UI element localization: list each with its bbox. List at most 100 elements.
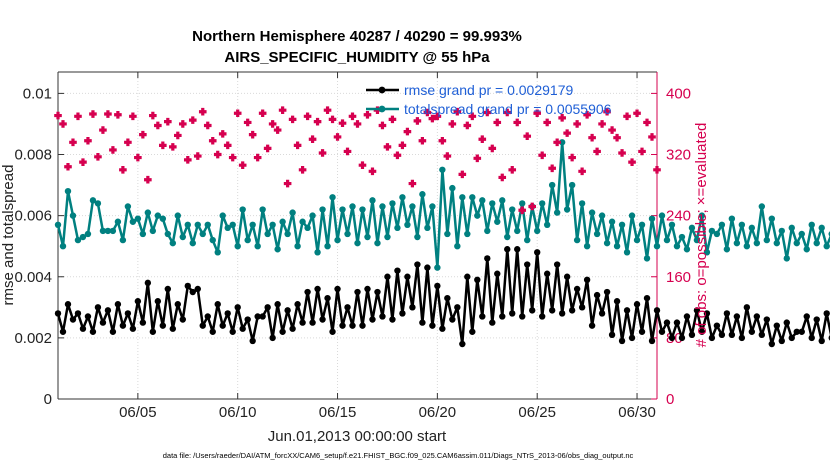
obs-evaluated-point	[598, 120, 606, 128]
obs-evaluated-point	[303, 112, 312, 121]
rmse-point	[613, 298, 621, 305]
totalspread-point	[429, 203, 436, 210]
totalspread-point	[124, 203, 132, 210]
totalspread-point	[728, 215, 736, 222]
totalspread-point	[174, 212, 181, 219]
rmse-point	[623, 307, 631, 314]
rmse-point	[783, 319, 790, 326]
rmse-point	[728, 331, 736, 339]
totalspread-point	[314, 249, 321, 256]
obs-evaluated-point	[468, 112, 477, 121]
totalspread-point	[89, 197, 97, 204]
totalspread-point	[803, 246, 810, 253]
totalspread-point	[573, 236, 581, 244]
obs-evaluated-point	[124, 138, 132, 147]
rmse-point	[59, 328, 67, 335]
totalspread-point	[159, 215, 167, 222]
x-tick-label: 06/20	[419, 404, 457, 421]
rmse-point	[663, 319, 671, 326]
totalspread-point	[613, 242, 621, 250]
obs-evaluated-point	[69, 138, 77, 147]
rmse-point	[294, 301, 301, 308]
rmse-point	[309, 319, 316, 326]
rmse-point	[563, 273, 571, 280]
totalspread-point	[209, 236, 216, 244]
obs-evaluated-point	[218, 130, 227, 138]
totalspread-point	[334, 236, 341, 244]
y-tick-label-right: 240	[666, 208, 691, 225]
rmse-point	[538, 313, 546, 320]
obs-evaluated-point	[223, 141, 232, 150]
legend-marker-totalspread	[378, 105, 386, 113]
totalspread-point	[738, 221, 746, 229]
rmse-point	[793, 328, 800, 335]
rmse-point	[743, 304, 751, 311]
rmse-point	[244, 316, 251, 323]
obs-evaluated-point	[144, 175, 152, 184]
totalspread-point	[179, 233, 186, 241]
totalspread-point	[743, 242, 751, 250]
rmse-point	[84, 313, 92, 320]
rmse-point	[354, 288, 361, 296]
obs-evaluated-point	[513, 118, 522, 127]
totalspread-point	[643, 255, 651, 262]
obs-evaluated-point	[119, 165, 127, 174]
totalspread-point	[758, 203, 766, 210]
obs-evaluated-point	[473, 154, 482, 163]
obs-evaluated-point	[483, 108, 492, 117]
totalspread-point	[109, 227, 117, 235]
totalspread-point	[74, 236, 82, 244]
legend-label-totalspread: totalspread grand pr = 0.0055906	[404, 101, 612, 117]
totalspread-point	[623, 249, 631, 256]
rmse-point	[808, 334, 815, 342]
obs-evaluated-point	[408, 179, 417, 188]
rmse-point	[509, 310, 516, 317]
rmse-point	[803, 313, 810, 320]
rmse-point	[529, 307, 536, 314]
rmse-point	[139, 319, 147, 326]
obs-evaluated-point	[623, 112, 631, 121]
rmse-point	[104, 307, 112, 314]
obs-evaluated-point	[154, 121, 162, 130]
obs-evaluated-point	[188, 116, 197, 124]
totalspread-point	[514, 227, 521, 235]
chart-title-line-2: AIRS_SPECIFIC_HUMIDITY @ 55 hPa	[224, 49, 490, 66]
obs-evaluated-point	[543, 118, 551, 127]
obs-evaluated-point	[643, 118, 651, 127]
rmse-point	[449, 316, 456, 323]
obs-evaluated-point	[298, 165, 307, 174]
y-axis-label-left: rmse and totalspread	[0, 165, 17, 306]
y-axis-label-right: # of obs: o=possible; ×=evaluated	[693, 123, 710, 348]
obs-evaluated-point	[149, 111, 157, 120]
rmse-point	[573, 285, 581, 293]
obs-evaluated-point	[288, 115, 297, 124]
obs-evaluated-point	[568, 153, 576, 162]
series--of-obs-evaluated	[54, 106, 661, 215]
totalspread-point	[768, 215, 776, 222]
rmse-point	[89, 328, 97, 335]
rmse-point	[768, 340, 776, 348]
rmse-point	[558, 310, 566, 317]
totalspread-point	[653, 242, 661, 250]
obs-evaluated-point	[443, 152, 452, 160]
y-tick-label-left: 0.002	[14, 330, 52, 347]
totalspread-point	[129, 218, 137, 225]
legend-marker-rmse	[378, 86, 386, 94]
obs-evaluated-point	[99, 126, 107, 134]
totalspread-point	[219, 212, 226, 219]
totalspread-point	[628, 212, 636, 219]
obs-evaluated-point	[213, 150, 222, 159]
totalspread-point	[464, 230, 471, 238]
totalspread-point	[753, 239, 761, 247]
totalspread-point	[673, 242, 681, 250]
obs-evaluated-point	[243, 118, 252, 127]
rmse-point	[404, 273, 411, 280]
totalspread-point	[708, 227, 716, 235]
rmse-point	[628, 334, 636, 342]
totalspread-point	[484, 227, 491, 235]
totalspread-point	[294, 242, 301, 250]
rmse-point	[718, 331, 726, 339]
rmse-point	[304, 288, 311, 296]
totalspread-point	[688, 224, 696, 232]
obs-evaluated-point	[89, 110, 97, 118]
